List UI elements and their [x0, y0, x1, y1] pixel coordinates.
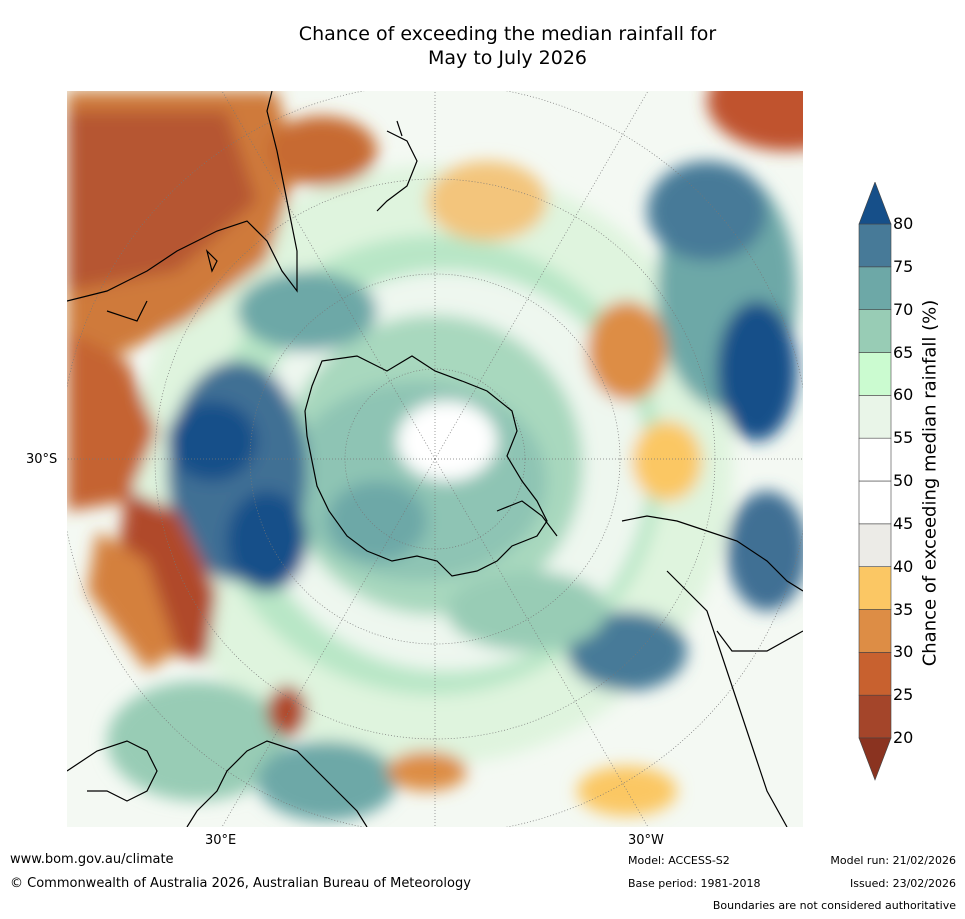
colorbar-segment: [858, 652, 892, 696]
colorbar-tick-label: 65: [893, 342, 914, 362]
footer-model: Model: ACCESS-S2: [628, 854, 730, 867]
colorbar-segment: [858, 566, 892, 610]
title-line-1: Chance of exceeding the median rainfall …: [298, 23, 717, 45]
colorbar-segment: [858, 480, 892, 525]
colorbar-tick-label: 25: [893, 685, 914, 705]
colorbar-segment: [858, 437, 892, 482]
lat-label-30s: 30°S: [26, 452, 58, 467]
colorbar-tick-label: 45: [893, 513, 914, 533]
footer-model-run: Model run: 21/02/2026: [830, 854, 956, 867]
map-canvas: [67, 91, 803, 827]
lon-label-30w: 30°W: [628, 833, 664, 848]
colorbar-segment: [858, 352, 892, 396]
colorbar-segments: [858, 182, 892, 781]
colorbar-tick-label: 40: [893, 556, 914, 576]
colorbar-over-arrow: [858, 182, 892, 225]
colorbar-tick-label: 20: [893, 728, 914, 747]
footer-issued: Issued: 23/02/2026: [849, 877, 956, 890]
colorbar-segment: [858, 223, 892, 268]
colorbar-under-arrow: [858, 737, 892, 781]
colorbar-tick-label: 35: [893, 599, 914, 619]
footer-copyright: © Commonwealth of Australia 2026, Austra…: [10, 876, 471, 891]
colorbar-tick-label: 50: [893, 471, 914, 490]
colorbar-segment: [858, 309, 892, 353]
title-line-2: May to July 2026: [428, 47, 587, 69]
probability-field: [67, 91, 803, 821]
colorbar-tick-label: 60: [893, 385, 914, 405]
footer-disclaimer: Boundaries are not considered authoritat…: [712, 899, 956, 912]
colorbar-tick-label: 30: [893, 642, 914, 662]
footer-url: www.bom.gov.au/climate: [10, 852, 174, 867]
colorbar-segment: [858, 609, 892, 653]
colorbar-tick-label: 70: [893, 299, 914, 319]
colorbar-segment: [858, 523, 892, 567]
rainfall-map: [67, 91, 803, 827]
colorbar-segment: [858, 395, 892, 439]
map-title: Chance of exceeding the median rainfall …: [0, 22, 965, 70]
colorbar-label: Chance of exceeding median rainfall (%): [919, 299, 941, 667]
colorbar-tick-label: 75: [893, 256, 914, 276]
graticule: [67, 91, 803, 827]
colorbar: [858, 182, 892, 781]
lon-label-30e: 30°E: [205, 833, 237, 848]
colorbar-segment: [858, 266, 892, 310]
colorbar-tick-label: 55: [893, 428, 914, 448]
colorbar-tick-label: 80: [893, 214, 914, 233]
coastlines: [67, 91, 803, 827]
footer-base-period: Base period: 1981-2018: [628, 877, 761, 890]
colorbar-segment: [858, 694, 892, 739]
